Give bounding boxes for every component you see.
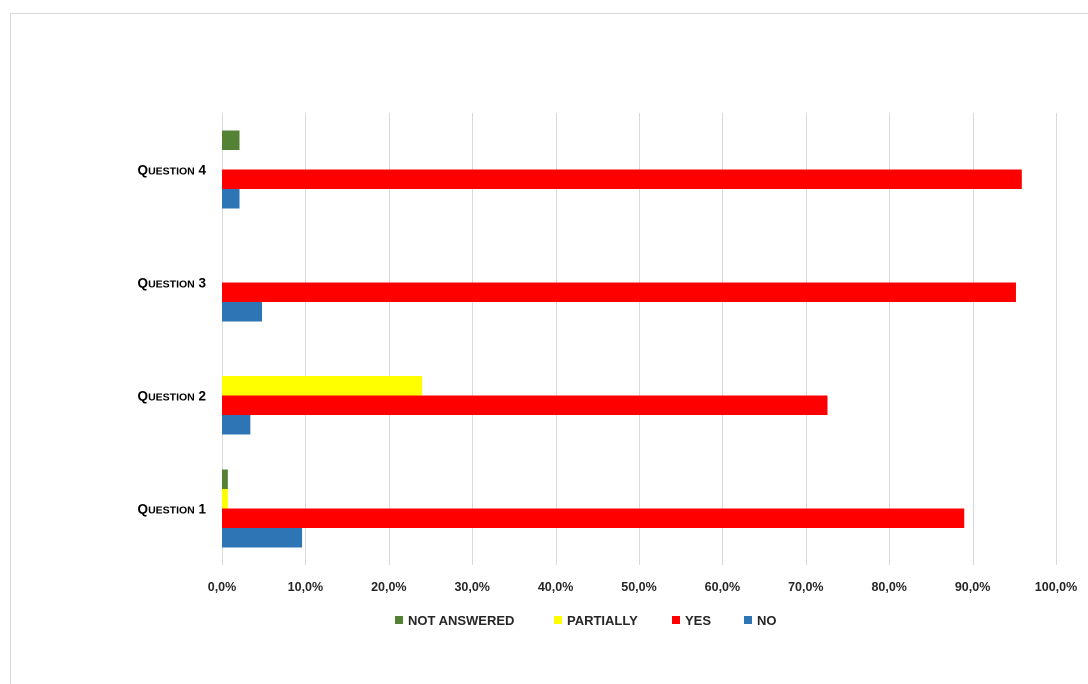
legend-label-not-answered: NOT ANSWERED — [408, 613, 514, 628]
bar-question-1-no — [222, 528, 303, 548]
legend-label-yes: YES — [685, 613, 711, 628]
legend-label-partially: PARTIALLY — [567, 613, 638, 628]
legend: NOT ANSWERED PARTIALLY YES NO — [395, 613, 777, 628]
bar-question-3-yes — [222, 282, 1016, 302]
gridlines — [222, 113, 1057, 565]
y-axis-categories: QUESTION 1 QUESTION 2 QUESTION 3 QUESTION 4 — [138, 163, 207, 517]
x-tick-label: 70,0% — [788, 580, 823, 594]
bar-question-4-no — [222, 189, 240, 209]
x-tick-label: 10,0% — [288, 580, 323, 594]
x-tick-label: 20,0% — [371, 580, 406, 594]
legend-swatch-partially — [554, 616, 562, 624]
bars — [222, 130, 1022, 548]
bar-question-2-yes — [222, 395, 828, 415]
bar-question-1-not-answered — [222, 469, 228, 489]
legend-swatch-yes — [672, 616, 680, 624]
category-label-question-1: QUESTION 1 — [138, 502, 207, 517]
legend-label-no: NO — [757, 613, 777, 628]
bar-question-1-yes — [222, 508, 965, 528]
x-tick-label: 30,0% — [454, 580, 489, 594]
bar-question-2-partially — [222, 376, 423, 396]
x-tick-label: 0,0% — [208, 580, 237, 594]
category-label-question-2: QUESTION 2 — [138, 389, 206, 404]
x-axis-ticks: 0,0% 10,0% 20,0% 30,0% 40,0% 50,0% 60,0% 70,0% 8… — [208, 580, 1077, 594]
x-tick-label: 100,0% — [1035, 580, 1077, 594]
bar-question-3-no — [222, 302, 263, 322]
x-tick-label: 90,0% — [955, 580, 990, 594]
x-tick-label: 40,0% — [538, 580, 573, 594]
bar-question-2-no — [222, 415, 251, 435]
legend-swatch-no — [744, 616, 752, 624]
legend-swatch-not-answered — [395, 616, 403, 624]
bar-question-4-not-answered — [222, 130, 240, 150]
chart-frame — [10, 13, 1088, 684]
bar-question-4-yes — [222, 169, 1022, 189]
x-tick-label: 60,0% — [705, 580, 740, 594]
x-tick-label: 50,0% — [621, 580, 656, 594]
bar-question-1-partially — [222, 489, 228, 509]
category-label-question-4: QUESTION 4 — [138, 163, 207, 178]
category-label-question-3: QUESTION 3 — [138, 276, 207, 291]
x-tick-label: 80,0% — [871, 580, 906, 594]
